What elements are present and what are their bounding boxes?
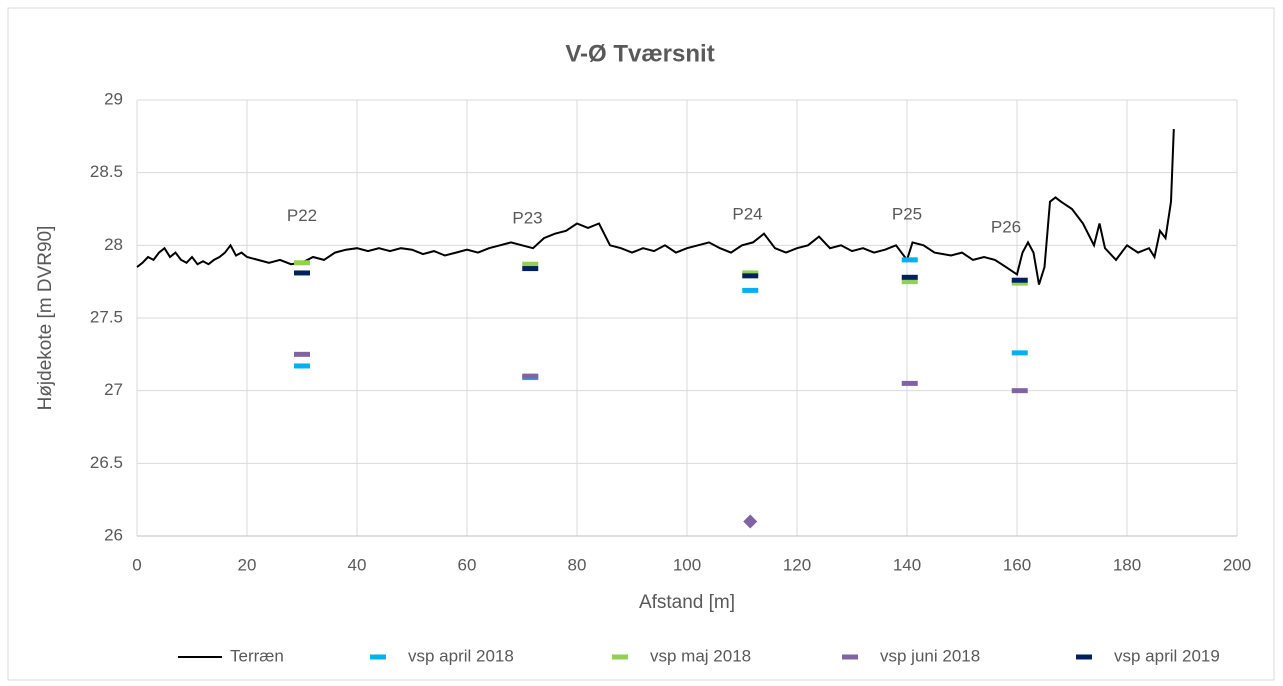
x-tick-label: 60 <box>458 555 477 574</box>
marker <box>1011 277 1028 283</box>
legend-label: vsp april 2018 <box>408 646 514 665</box>
x-axis-label: Afstand [m] <box>639 592 735 613</box>
marker <box>901 279 918 285</box>
marker <box>901 257 918 263</box>
marker <box>522 261 539 267</box>
chart-title: V-Ø Tværsnit <box>565 40 714 67</box>
marker <box>901 380 918 386</box>
marker <box>294 270 310 276</box>
y-tick-label: 26 <box>104 525 123 544</box>
x-tick-label: 100 <box>673 555 701 574</box>
legend-swatch <box>842 654 858 660</box>
x-tick-label: 180 <box>1113 555 1141 574</box>
chart-frame <box>7 7 1275 681</box>
marker <box>742 270 759 276</box>
x-tick-label: 140 <box>893 555 921 574</box>
terrain-line <box>136 129 1175 285</box>
y-tick-label: 26.5 <box>90 453 123 472</box>
x-tick-label: 20 <box>238 555 257 574</box>
marker <box>742 287 759 293</box>
x-tick-label: 120 <box>783 555 811 574</box>
annotation: P24 <box>732 204 762 223</box>
annotation: P25 <box>892 204 922 223</box>
marker <box>294 351 310 357</box>
marker <box>1011 280 1028 286</box>
y-axis-label: Højdekote [m DVR90] <box>35 226 56 411</box>
y-tick-label: 27.5 <box>90 307 123 326</box>
marker <box>294 363 310 369</box>
y-tick-label: 28 <box>104 235 123 254</box>
annotation: P23 <box>512 209 542 228</box>
annotation: P22 <box>287 206 317 225</box>
marker <box>294 260 310 266</box>
legend-label: vsp april 2019 <box>1114 646 1220 665</box>
marker <box>1011 388 1028 394</box>
marker <box>742 273 759 279</box>
marker <box>522 373 539 379</box>
marker <box>522 266 539 272</box>
marker <box>743 514 758 529</box>
legend-label: Terræn <box>230 646 284 665</box>
x-tick-label: 40 <box>348 555 367 574</box>
x-tick-label: 200 <box>1223 555 1251 574</box>
legend-swatch <box>370 654 386 660</box>
legend-swatch <box>612 654 628 660</box>
legend-label: vsp maj 2018 <box>650 646 751 665</box>
legend-label: vsp juni 2018 <box>880 646 980 665</box>
x-tick-label: 0 <box>132 555 141 574</box>
y-tick-label: 28.5 <box>90 162 123 181</box>
x-tick-label: 80 <box>568 555 587 574</box>
y-tick-label: 29 <box>104 89 123 108</box>
annotation: P26 <box>991 217 1021 236</box>
legend-swatch <box>1076 654 1092 660</box>
marker <box>1011 350 1028 356</box>
x-tick-label: 160 <box>1003 555 1031 574</box>
marker <box>901 274 918 280</box>
y-tick-label: 27 <box>104 380 123 399</box>
